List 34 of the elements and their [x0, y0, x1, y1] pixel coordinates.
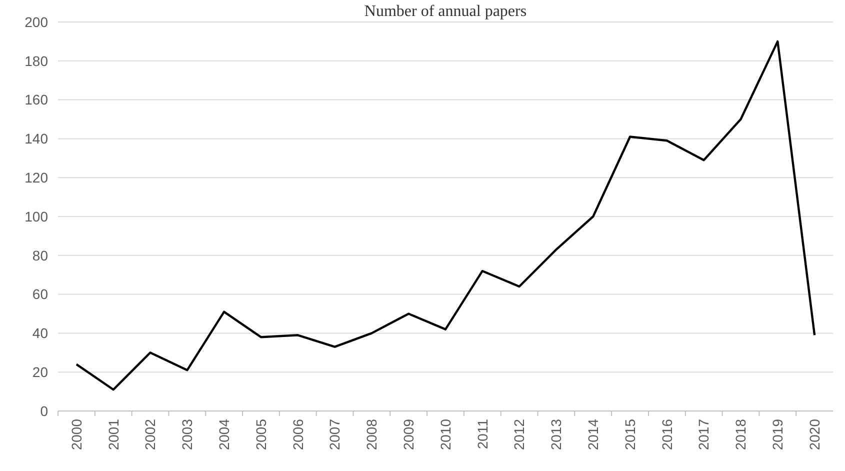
y-tick-label: 160	[24, 92, 48, 108]
x-tick-label: 2004	[216, 418, 232, 450]
y-tick-label: 180	[24, 52, 48, 69]
x-tick-label: 2005	[252, 418, 269, 450]
x-tick-label: 2017	[696, 418, 712, 450]
y-tick-label: 200	[24, 14, 48, 30]
x-tick-label: 2019	[770, 418, 786, 450]
x-tick-label: 2007	[326, 418, 343, 450]
x-tick-label: 2001	[105, 418, 122, 450]
y-tick-label: 60	[32, 286, 48, 302]
x-tick-label: 2012	[511, 418, 528, 450]
chart-title: Number of annual papers	[364, 3, 527, 20]
x-tick-label: 2008	[364, 418, 380, 450]
x-tick-label: 2016	[658, 418, 675, 450]
x-tick-label: 2003	[179, 418, 196, 450]
y-tick-label: 0	[40, 402, 48, 419]
x-tick-label: 2000	[68, 418, 84, 450]
y-tick-label: 120	[24, 170, 48, 186]
y-tick-label: 20	[32, 364, 48, 380]
x-tick-label: 2006	[290, 418, 306, 450]
x-tick-label: 2009	[400, 418, 416, 450]
x-tick-label: 2011	[474, 418, 490, 450]
y-tick-label: 80	[32, 247, 48, 264]
x-tick-label: 2013	[548, 418, 564, 450]
x-tick-label: 2014	[585, 418, 602, 450]
y-tick-label: 100	[24, 208, 48, 224]
line-series	[75, 40, 816, 391]
x-tick-label: 2015	[622, 418, 638, 450]
x-tick-label: 2010	[437, 418, 454, 450]
x-tick-label: 2018	[732, 418, 749, 450]
y-tick-label: 140	[24, 130, 48, 147]
x-tick-label: 2002	[142, 418, 158, 450]
y-tick-label: 40	[32, 325, 48, 342]
x-tick-label: 2020	[806, 418, 822, 450]
